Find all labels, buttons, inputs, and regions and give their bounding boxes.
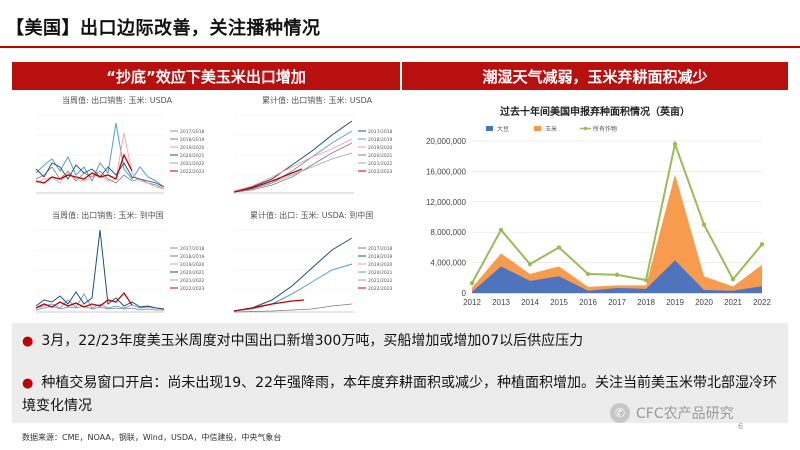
x-tick-label: 2020 bbox=[695, 298, 713, 307]
key-point-2: ● 种植交易窗口开启：尚未出现19、22年强降雨，本年度弃耕面积或减少，种植面积增… bbox=[22, 372, 778, 417]
x-tick-label: 2013 bbox=[492, 298, 510, 307]
legend-item: 2022/2023 bbox=[368, 286, 393, 292]
legend-item: 2019/2020 bbox=[180, 262, 205, 268]
data-point bbox=[469, 280, 475, 286]
abandoned-acreage-chart: 过去十年间美国申报弃种面积情况（英亩） 大豆 玉米 所有作物 0 4,000,000 8… bbox=[402, 93, 788, 321]
mini-chart-title: 累计值: 出口销售: 玉米: USDA bbox=[262, 96, 373, 105]
legend-item: 2020/2021 bbox=[368, 270, 393, 276]
x-tick-label: 2015 bbox=[550, 298, 568, 307]
right-section-header: 潮湿天气减弱，玉米弃耕面积减少 bbox=[402, 62, 788, 90]
abandoned-acreage-plot: 过去十年间美国申报弃种面积情况（英亩） 大豆 玉米 所有作物 0 4,000,000 8… bbox=[426, 105, 771, 307]
legend-item: 2022/2023 bbox=[180, 286, 205, 292]
legend-item: 2017/2018 bbox=[368, 129, 393, 135]
key-point-text: 种植交易窗口开启：尚未出现19、22年强降雨，本年度弃耕面积或减少，种植面积增加… bbox=[22, 375, 777, 414]
area-series-玉米 bbox=[472, 174, 762, 293]
mini-chart-cumulative-exports: 累计值: 出口销售: 玉米: USDA 2017/2018 2018/2019 … bbox=[212, 93, 398, 203]
y-tick-label: 16,000,000 bbox=[426, 167, 467, 176]
legend-item: 2021/2022 bbox=[180, 161, 205, 167]
legend-item: 2018/2019 bbox=[180, 254, 205, 260]
mini-chart-3-plot: 2017/2018 2018/2019 2019/2020 2020/2021 … bbox=[35, 229, 205, 313]
data-point bbox=[643, 277, 649, 283]
legend-item: 2022/2023 bbox=[180, 169, 205, 175]
x-tick-label: 2017 bbox=[608, 298, 626, 307]
legend-label: 所有作物 bbox=[593, 125, 617, 133]
legend-item: 2017/2018 bbox=[180, 129, 205, 135]
mini-chart-title: 当周值: 出口销售: 玉米: 到中国 bbox=[52, 211, 164, 220]
y-tick-label: 8,000,000 bbox=[430, 228, 466, 237]
watermark: ✆ CFC农产品研究 bbox=[610, 403, 734, 423]
mini-chart-4-plot: 2017/2018 2018/2019 2019/2020 2020/2021 … bbox=[233, 229, 393, 313]
data-source: 数据来源：CME，NOAA，钢联，Wind，USDA，中信建投，中央气象台 bbox=[22, 433, 282, 442]
legend-item: 2020/2021 bbox=[368, 153, 393, 159]
mini-chart-2-plot: 2017/2018 2018/2019 2019/2020 2020/2021 … bbox=[233, 114, 393, 194]
watermark-text: CFC农产品研究 bbox=[636, 406, 734, 422]
x-tick-label: 2016 bbox=[579, 298, 597, 307]
y-tick-label: 12,000,000 bbox=[426, 198, 467, 207]
x-tick-label: 2019 bbox=[666, 298, 684, 307]
legend-item: 2020/2021 bbox=[180, 270, 205, 276]
legend-swatch bbox=[534, 126, 541, 131]
legend-item: 2021/2022 bbox=[368, 278, 393, 284]
mini-chart-weekly-exports: 当周值: 出口销售: 玉米: USDA 2017/2018 2018/2019 … bbox=[14, 93, 210, 203]
legend-item: 2022/2023 bbox=[368, 169, 393, 175]
bullet-dot-icon: ● bbox=[22, 376, 34, 391]
legend-label: 大豆 bbox=[497, 125, 509, 133]
wechat-icon: ✆ bbox=[610, 403, 630, 423]
key-point-1: ● 3月，22/23年度美玉米周度对中国出口新增300万吨，买船增加或增加07以后… bbox=[22, 330, 782, 353]
key-points-box bbox=[12, 323, 788, 423]
x-tick-label: 2018 bbox=[637, 298, 655, 307]
legend-item: 2019/2020 bbox=[368, 145, 393, 151]
data-point bbox=[585, 271, 591, 277]
data-point bbox=[759, 242, 765, 247]
y-tick-label: 4,000,000 bbox=[430, 259, 466, 268]
legend-item: 2018/2019 bbox=[180, 137, 205, 143]
area-series-大豆 bbox=[472, 260, 762, 293]
legend-item: 2020/2021 bbox=[180, 153, 205, 159]
data-point bbox=[701, 222, 707, 227]
legend-item: 2019/2020 bbox=[180, 145, 205, 151]
legend-label: 玉米 bbox=[545, 125, 557, 133]
legend-item: 2017/2018 bbox=[180, 246, 205, 252]
left-section-header: “抄底”效应下美玉米出口增加 bbox=[12, 62, 400, 90]
legend-item: 2021/2022 bbox=[180, 278, 205, 284]
key-point-text: 3月，22/23年度美玉米周度对中国出口新增300万吨，买船增加或增加07以后供… bbox=[41, 333, 584, 349]
data-point bbox=[527, 261, 533, 267]
data-point bbox=[730, 277, 736, 282]
legend-item: 2017/2018 bbox=[368, 246, 393, 252]
x-tick-label: 2014 bbox=[521, 298, 539, 307]
legend-item: 2018/2019 bbox=[368, 137, 393, 143]
legend-item: 2019/2020 bbox=[368, 262, 393, 268]
data-point bbox=[498, 227, 504, 233]
bullet-dot-icon: ● bbox=[22, 334, 34, 349]
x-tick-label: 2012 bbox=[463, 298, 481, 307]
mini-chart-1-plot: 2017/2018 2018/2019 2019/2020 2020/2021 … bbox=[35, 114, 205, 194]
legend-swatch bbox=[486, 126, 493, 131]
data-point bbox=[556, 245, 562, 250]
mini-chart-weekly-china: 当周值: 出口销售: 玉米: 到中国 2017/2018 2018/2019 2… bbox=[14, 208, 210, 320]
data-point bbox=[672, 141, 678, 147]
data-point bbox=[614, 272, 620, 277]
chart-title: 过去十年间美国申报弃种面积情况（英亩） bbox=[500, 105, 690, 118]
title-rule bbox=[0, 46, 800, 48]
y-tick-label: 0 bbox=[462, 289, 467, 298]
page-number: 6 bbox=[738, 422, 744, 431]
slide-title: 【美国】出口边际改善，关注播种情况 bbox=[6, 18, 321, 39]
mini-chart-cumulative-china: 累计值: 出口: 玉米: USDA: 到中国 2017/2018 2018/20… bbox=[212, 208, 398, 320]
mini-chart-title: 累计值: 出口: 玉米: USDA: 到中国 bbox=[250, 211, 374, 220]
mini-chart-title: 当周值: 出口销售: 玉米: USDA bbox=[62, 96, 173, 105]
legend-item: 2018/2019 bbox=[368, 254, 393, 260]
legend-item: 2021/2022 bbox=[368, 161, 393, 167]
x-tick-label: 2021 bbox=[724, 298, 742, 307]
y-tick-label: 20,000,000 bbox=[426, 137, 467, 146]
legend-marker bbox=[583, 126, 588, 131]
x-tick-label: 2022 bbox=[753, 298, 771, 307]
